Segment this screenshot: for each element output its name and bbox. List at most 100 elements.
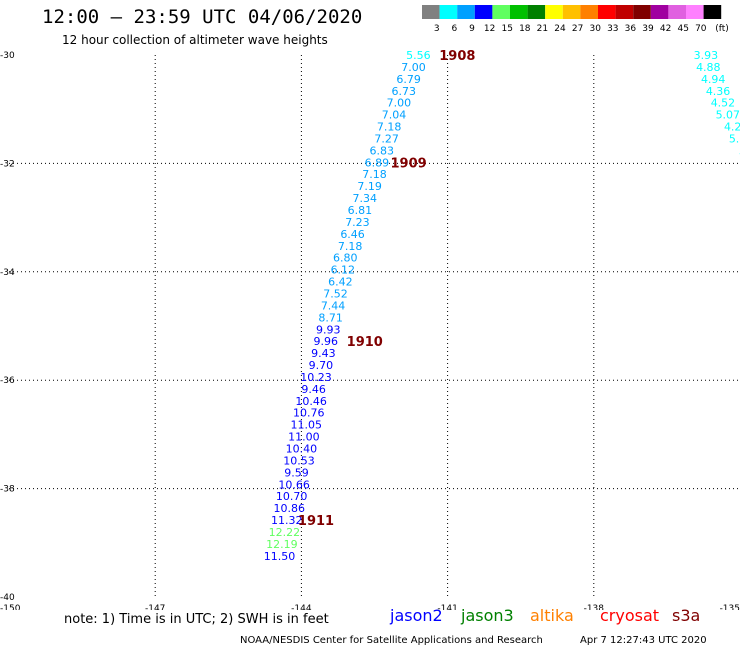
track-value: 10.23: [300, 371, 332, 384]
track-value: 10.40: [286, 442, 318, 455]
y-tick-label: -32: [0, 159, 15, 169]
track-value: 7.18: [377, 121, 402, 134]
track-value: 6.42: [328, 276, 353, 289]
legend-tick-label: 36: [625, 24, 637, 34]
track-time-label: 1911: [298, 514, 334, 529]
track-value: 12.22: [269, 526, 301, 539]
legend-tick-label: 45: [677, 24, 688, 34]
edge-track-value: 4.88: [696, 61, 721, 74]
edge-track-value: 4.52: [711, 97, 736, 110]
legend-swatch: [703, 5, 722, 19]
track-value: 7.27: [374, 132, 399, 145]
legend-swatch: [598, 5, 616, 19]
track-time-label: 1908: [439, 49, 475, 64]
track-value: 7.04: [382, 109, 407, 122]
wave-height-map: -150 -147 -144 -141 -138 -135 -30 -32 -34 -36 -38 -…: [0, 49, 740, 610]
satellite-label-jason3: jason3: [461, 606, 514, 625]
track-value: 11.32: [271, 514, 303, 527]
wave-height-legend: 3 6 9 12 15 18 21 24 27 30 33 36 39 42 45 70 (ft): [422, 5, 729, 34]
x-tick-label: -144: [291, 604, 312, 610]
satellite-label-jason2: jason2: [390, 606, 443, 625]
track-value: 10.66: [278, 478, 310, 491]
track-value: 7.19: [357, 180, 382, 193]
track-value: 6.83: [370, 144, 395, 157]
legend-swatch: [615, 5, 634, 19]
legend-swatch: [633, 5, 651, 19]
satellite-label-s3a: s3a: [672, 606, 701, 625]
edge-track-value: 4.36: [706, 85, 731, 98]
track-value: 10.86: [273, 502, 305, 515]
track-value: 6.12: [331, 264, 356, 277]
legend-tick-label: 27: [572, 24, 583, 34]
legend-tick-label: 21: [537, 24, 548, 34]
track-value: 9.96: [314, 335, 339, 348]
legend-tick-label: 42: [660, 24, 671, 34]
satellite-label-cryosat: cryosat: [600, 606, 660, 625]
track-value: 6.46: [340, 228, 365, 241]
legend-swatch: [492, 5, 510, 19]
legend-swatch: [562, 5, 581, 19]
footer-note: note: 1) Time is in UTC; 2) SWH is in fe…: [64, 612, 329, 627]
x-tick-label: -135: [720, 604, 740, 610]
track-value: 6.89: [365, 156, 390, 169]
legend-tick-label: 12: [484, 24, 495, 34]
track-value: 7.34: [353, 192, 378, 205]
legend-swatch: [457, 5, 475, 19]
track-value: 5.56: [406, 49, 431, 62]
legend-swatch: [422, 5, 440, 19]
track-value: 10.70: [276, 490, 308, 503]
footer-credit: NOAA/NESDIS Center for Satellite Applica…: [240, 635, 543, 646]
track-value: 12.19: [266, 538, 298, 551]
edge-track-value: 4.94: [701, 73, 726, 86]
track-value: 10.76: [293, 407, 325, 420]
edge-track-value: 5.0: [729, 132, 740, 145]
map-title: 12:00 — 23:59 UTC 04/06/2020: [42, 6, 363, 28]
y-tick-label: -34: [0, 268, 15, 278]
legend-tick-label: 30: [589, 24, 601, 34]
legend-tick-label: 18: [519, 24, 531, 34]
legend-tick-label: 9: [469, 24, 475, 34]
track-value: 6.80: [333, 252, 358, 265]
track-value: 7.00: [387, 97, 412, 110]
track-value: 10.46: [295, 395, 327, 408]
footer-timestamp: Apr 7 12:27:43 UTC 2020: [580, 635, 707, 646]
legend-tick-label: 3: [434, 24, 440, 34]
x-tick-label: -138: [584, 604, 605, 610]
y-tick-label: -40: [0, 593, 15, 603]
track-value: 6.81: [348, 204, 373, 217]
track-value: 7.52: [323, 287, 348, 300]
legend-tick-label: 33: [607, 24, 618, 34]
legend-tick-label: 6: [452, 24, 458, 34]
track-value: 11.05: [291, 419, 323, 432]
edge-track-value: 4.2: [724, 121, 740, 134]
legend-tick-label: 15: [501, 24, 512, 34]
track-value: 10.53: [283, 454, 315, 467]
legend-swatch: [545, 5, 563, 19]
legend-swatch: [527, 5, 546, 19]
track-value: 8.71: [318, 311, 343, 324]
track-value: 9.46: [301, 383, 326, 396]
map-subtitle: 12 hour collection of altimeter wave hei…: [62, 33, 328, 47]
y-tick-label: -30: [0, 51, 15, 61]
y-tick-label: -38: [0, 485, 15, 495]
track-value: 6.73: [391, 85, 416, 98]
x-tick-label: -141: [437, 604, 457, 610]
x-tick-label: -147: [145, 604, 165, 610]
legend-swatch: [474, 5, 493, 19]
track-value: 7.18: [338, 240, 363, 253]
satellite-label-altika: altika: [530, 606, 574, 625]
legend-swatch: [580, 5, 598, 19]
track-value: 7.44: [321, 299, 346, 312]
edge-track-value: 5.07: [716, 109, 740, 122]
track-value: 9.70: [309, 359, 334, 372]
legend-swatch: [439, 5, 458, 19]
track-time-label: 1910: [347, 335, 383, 350]
track-value: 9.59: [284, 466, 309, 479]
legend-swatch: [668, 5, 686, 19]
track-value: 9.43: [311, 347, 336, 360]
legend-swatch: [686, 5, 704, 19]
track-value: 6.79: [396, 73, 421, 86]
legend-tick-label: 39: [642, 24, 654, 34]
edge-track-value: 5: [739, 144, 740, 157]
